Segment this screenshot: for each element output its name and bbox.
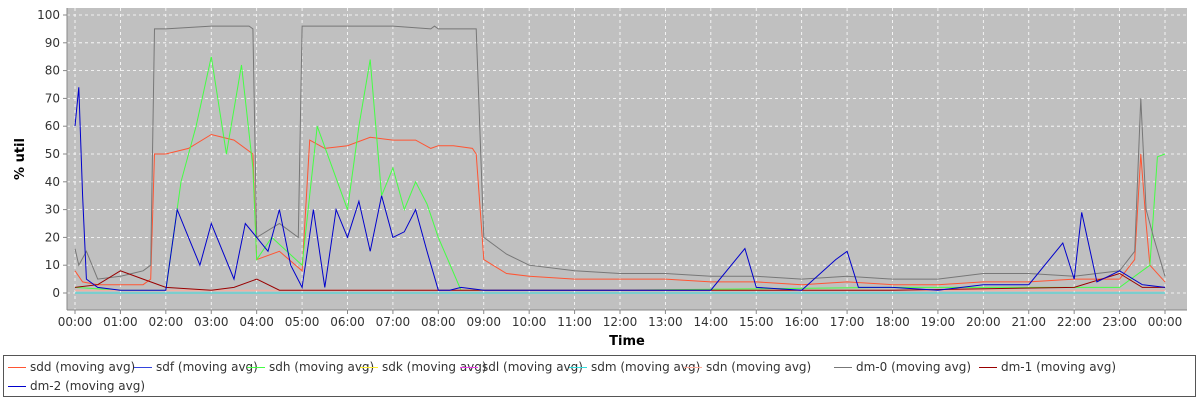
legend-swatch — [8, 366, 26, 368]
legend: sdd (moving avg) sdf (moving avg) sdh (mov… — [3, 355, 1196, 397]
y-tick-label: 100 — [37, 8, 60, 22]
series-line-8 — [74, 270, 1165, 291]
legend-item: sdd (moving avg) — [8, 358, 135, 376]
x-tick-label: 11:00 — [557, 315, 592, 329]
y-axis-title: % util — [13, 138, 28, 180]
legend-label: sdl (moving avg) — [482, 360, 583, 374]
x-tick-label: 13:00 — [648, 315, 683, 329]
legend-swatch — [247, 366, 265, 368]
legend-label: sdk (moving avg) — [382, 360, 487, 374]
legend-label: sdf (moving avg) — [156, 360, 258, 374]
x-tick-label: 16:00 — [784, 315, 819, 329]
x-tick-label: 12:00 — [603, 315, 638, 329]
legend-label: sdd (moving avg) — [30, 360, 136, 374]
x-tick-label: 20:00 — [966, 315, 1001, 329]
x-tick-label: 18:00 — [875, 315, 910, 329]
y-tick-label: 10 — [45, 258, 60, 272]
x-axis: 00:00 01:00 02:00 03:00 04:00 05:00 06:00 07:00… — [58, 310, 1183, 329]
x-tick-label: 17:00 — [830, 315, 865, 329]
x-tick-label: 22:00 — [1057, 315, 1092, 329]
legend-label: dm-2 (moving avg) — [30, 379, 146, 393]
series-line-2 — [74, 56, 1166, 291]
chart: 0 10 20 30 40 50 60 70 80 90 100 00:00 01:00 02:00 03… — [13, 8, 1187, 349]
y-axis: 0 10 20 30 40 50 60 70 80 90 100 — [37, 8, 67, 300]
x-tick-label: 14:00 — [694, 315, 729, 329]
legend-item: sdn (moving avg) — [684, 358, 811, 376]
x-tick-label: 09:00 — [466, 315, 501, 329]
x-tick-label: 04:00 — [239, 315, 274, 329]
legend-item: sdk (moving avg) — [360, 358, 487, 376]
legend-swatch — [569, 366, 587, 368]
y-tick-label: 50 — [45, 147, 60, 161]
legend-item: sdh (moving avg) — [247, 358, 374, 376]
legend-item: sdf (moving avg) — [134, 358, 258, 376]
x-tick-label: 02:00 — [149, 315, 184, 329]
legend-label: sdm (moving avg) — [591, 360, 701, 374]
legend-swatch — [834, 366, 852, 368]
legend-label: dm-0 (moving avg) — [856, 360, 972, 374]
legend-swatch — [8, 385, 26, 387]
x-tick-label: 05:00 — [285, 315, 320, 329]
y-tick-label: 0 — [52, 286, 60, 300]
x-tick-label: 07:00 — [376, 315, 411, 329]
plot-background — [67, 8, 1187, 310]
y-tick-label: 40 — [45, 175, 60, 189]
legend-swatch — [979, 366, 997, 368]
x-tick-label: 21:00 — [1011, 315, 1046, 329]
legend-swatch — [360, 366, 378, 368]
x-axis-title: Time — [609, 334, 645, 349]
x-tick-label: 15:00 — [739, 315, 774, 329]
series-line-7 — [74, 25, 1166, 280]
legend-swatch — [460, 366, 478, 368]
y-tick-label: 90 — [45, 36, 60, 50]
y-tick-label: 60 — [45, 119, 60, 133]
y-tick-label: 30 — [45, 203, 60, 217]
legend-label: dm-1 (moving avg) — [1001, 360, 1117, 374]
legend-label: sdn (moving avg) — [706, 360, 812, 374]
legend-swatch — [684, 366, 702, 368]
legend-item: dm-2 (moving avg) — [8, 377, 145, 395]
legend-swatch — [134, 366, 152, 368]
legend-item: dm-1 (moving avg) — [979, 358, 1116, 376]
x-tick-label: 01:00 — [103, 315, 138, 329]
x-tick-label: 23:00 — [1102, 315, 1137, 329]
x-tick-label: 06:00 — [330, 315, 365, 329]
y-tick-label: 70 — [45, 91, 60, 105]
legend-item: dm-0 (moving avg) — [834, 358, 971, 376]
legend-label: sdh (moving avg) — [269, 360, 375, 374]
x-tick-label: 00:00 — [1148, 315, 1183, 329]
legend-item: sdm (moving avg) — [569, 358, 700, 376]
y-tick-label: 80 — [45, 64, 60, 78]
series-group — [74, 25, 1166, 294]
series-line-9 — [74, 87, 1166, 291]
y-tick-label: 20 — [45, 230, 60, 244]
x-tick-label: 10:00 — [512, 315, 547, 329]
x-tick-label: 19:00 — [921, 315, 956, 329]
x-tick-label: 00:00 — [58, 315, 93, 329]
x-tick-label: 03:00 — [194, 315, 229, 329]
series-line-0 — [74, 133, 1166, 286]
legend-item: sdl (moving avg) — [460, 358, 583, 376]
x-tick-label: 08:00 — [421, 315, 456, 329]
